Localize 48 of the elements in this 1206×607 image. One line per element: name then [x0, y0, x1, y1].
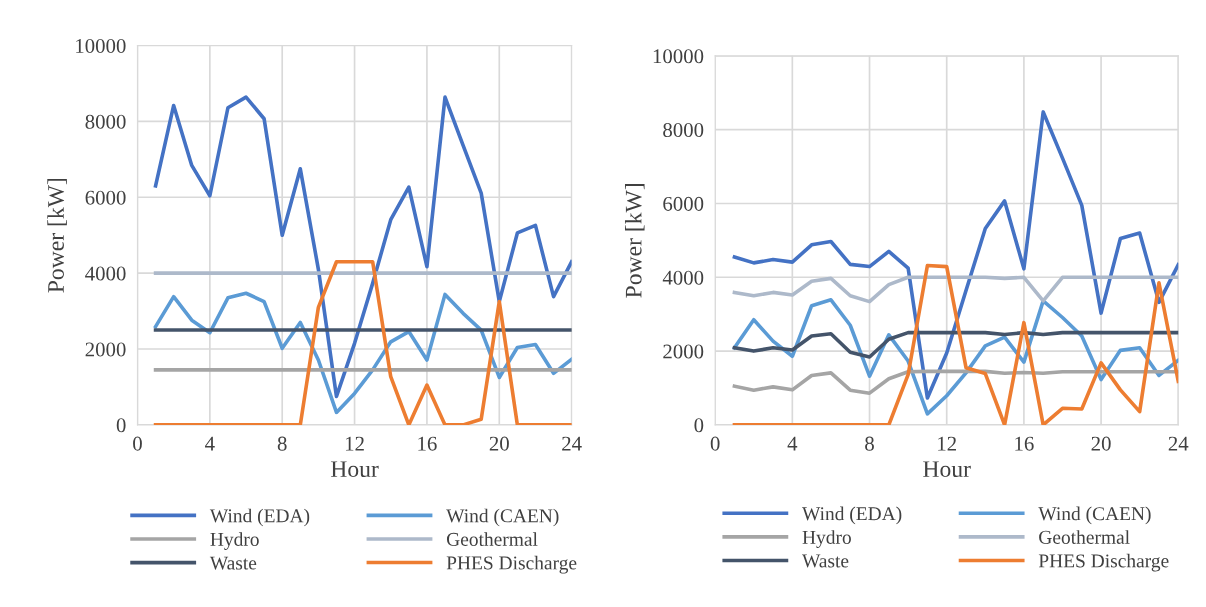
x-tick-label: 4 [787, 436, 798, 451]
x-tick-label: 16 [1015, 436, 1034, 451]
legend-label: Wind (EDA) [209, 508, 310, 527]
x-tick-label: 24 [562, 436, 582, 451]
y-tick-label: 6000 [85, 190, 126, 205]
x-tick-label: 0 [710, 436, 720, 451]
legend-label: Wind (CAEN) [1038, 506, 1151, 525]
legend-label: Wind (EDA) [802, 506, 902, 525]
x-tick-label: 8 [865, 436, 874, 451]
legend-label: PHES Discharge [446, 555, 577, 574]
x-tick-label: 12 [938, 436, 956, 451]
y-tick-label: 2000 [663, 344, 704, 359]
line-series [153, 95, 572, 399]
y-tick-label: 10000 [76, 38, 126, 53]
line-series [732, 330, 1179, 359]
legend-label: Hydro [802, 530, 851, 548]
y-tick-label: 8000 [85, 114, 126, 129]
line-series [732, 110, 1179, 400]
y-tick-label: 4000 [662, 270, 704, 285]
legend-label: Waste [802, 554, 849, 568]
x-tick-label: 24 [1168, 436, 1189, 451]
x-tick-label: 16 [418, 436, 437, 451]
x-axis-title: Hour [923, 461, 971, 478]
y-tick-label: 6000 [663, 196, 704, 211]
y-tick-label: 0 [694, 418, 704, 433]
x-tick-label: 4 [205, 436, 215, 451]
x-tick-label: 12 [345, 436, 364, 451]
line-series [732, 263, 1179, 425]
legend-label: Geothermal [446, 532, 538, 546]
line-series [732, 275, 1179, 304]
x-tick-label: 0 [133, 436, 142, 451]
legend-label: Wind (CAEN) [446, 508, 559, 527]
legend-label: PHES Discharge [1038, 553, 1169, 572]
x-tick-label: 8 [277, 436, 287, 451]
y-tick-label: 10000 [653, 49, 704, 64]
y-axis-title: Power [kW] [625, 184, 645, 298]
x-axis-title: Hour [330, 461, 379, 478]
y-tick-label: 4000 [85, 266, 126, 281]
y-tick-label: 2000 [85, 342, 126, 357]
x-tick-label: 20 [1091, 436, 1111, 451]
y-axis-title: Power [kW] [47, 178, 67, 293]
legend-label: Geothermal [1039, 530, 1130, 544]
y-tick-label: 0 [116, 418, 126, 433]
y-tick-label: 8000 [663, 123, 704, 138]
legend-label: Waste [209, 556, 257, 570]
x-tick-label: 20 [489, 436, 509, 451]
line-series [153, 259, 572, 425]
legend-label: Hydro [210, 532, 259, 550]
